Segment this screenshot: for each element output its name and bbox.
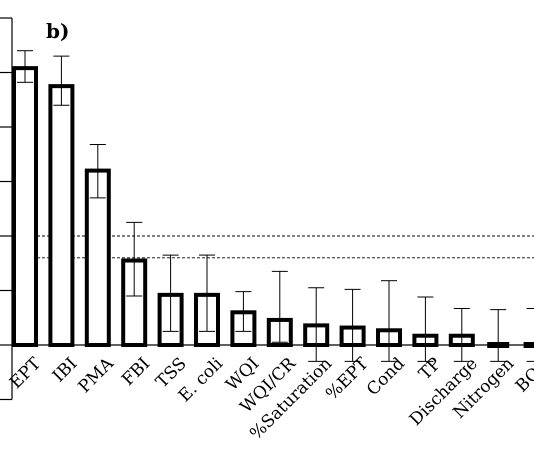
- x-tick-label: Cond: [363, 354, 409, 400]
- bar: [523, 342, 534, 348]
- x-tick-label: PMA: [75, 353, 119, 397]
- panel-label: b): [46, 19, 69, 43]
- error-bars: [17, 50, 534, 362]
- x-tick-label: BOD: [512, 354, 534, 397]
- bar: [12, 66, 38, 347]
- x-tick-label: FBI: [118, 354, 154, 390]
- bar: [48, 84, 75, 347]
- bars: [12, 66, 534, 348]
